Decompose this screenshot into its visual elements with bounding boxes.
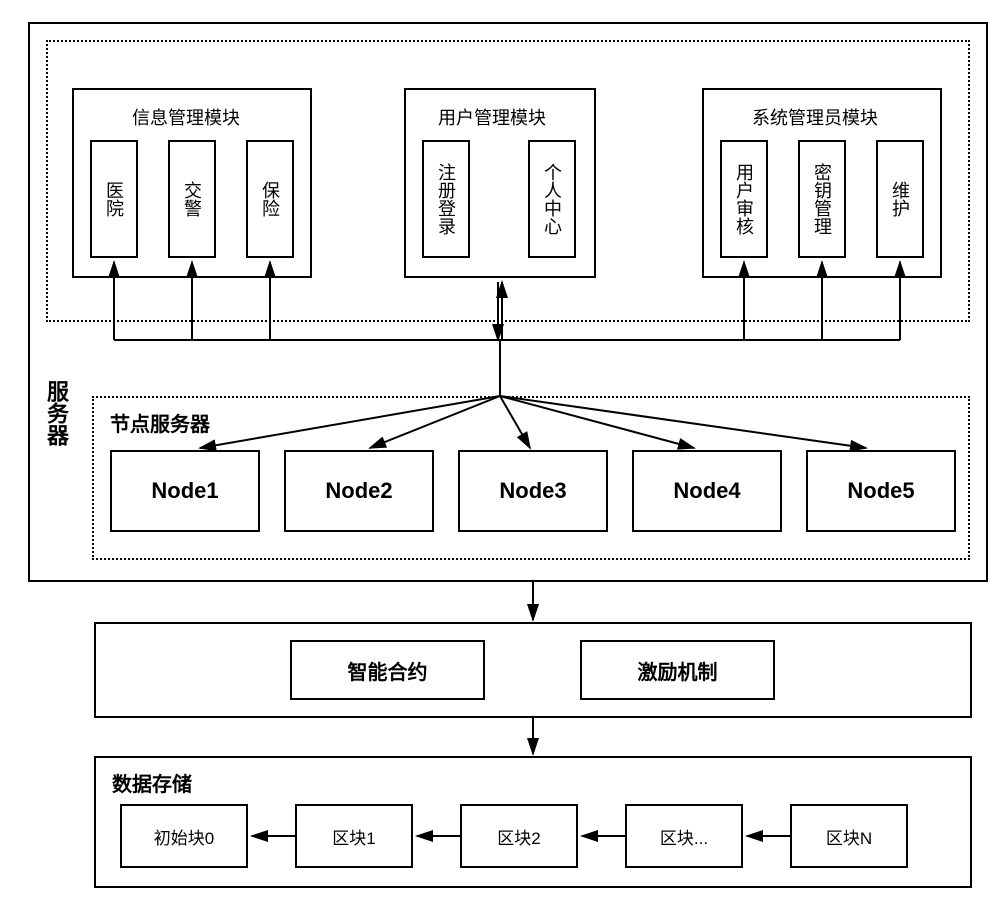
block-2-label: 区块2 xyxy=(497,824,540,849)
admin-item-1: 密钥管理 xyxy=(798,140,846,258)
block-2: 区块2 xyxy=(460,804,578,868)
node-4-label: Node5 xyxy=(847,478,914,504)
middle-right: 激励机制 xyxy=(580,640,775,700)
info-item-0: 医院 xyxy=(90,140,138,258)
node-2-label: Node3 xyxy=(499,478,566,504)
block-4: 区块N xyxy=(790,804,908,868)
data-storage-title: 数据存储 xyxy=(112,768,192,797)
block-0: 初始块0 xyxy=(120,804,248,868)
admin-item-2-label: 维护 xyxy=(887,181,913,217)
diagram-canvas: 信息管理模块 医院 交警 保险 用户管理模块 注册登录 个人中心 系统管理员模块… xyxy=(0,0,1000,906)
node-0: Node1 xyxy=(110,450,260,532)
middle-left-label: 智能合约 xyxy=(348,656,428,685)
admin-item-1-label: 密钥管理 xyxy=(809,163,835,235)
node-1: Node2 xyxy=(284,450,434,532)
node-2: Node3 xyxy=(458,450,608,532)
info-item-1: 交警 xyxy=(168,140,216,258)
node-1-label: Node2 xyxy=(325,478,392,504)
user-module-title: 用户管理模块 xyxy=(438,104,546,130)
block-3: 区块... xyxy=(625,804,743,868)
block-4-label: 区块N xyxy=(826,824,872,849)
server-vertical-label: 服务器 xyxy=(40,380,72,446)
node-3: Node4 xyxy=(632,450,782,532)
admin-module-title: 系统管理员模块 xyxy=(752,104,878,130)
block-1-label: 区块1 xyxy=(332,824,375,849)
admin-item-0: 用户审核 xyxy=(720,140,768,258)
block-1: 区块1 xyxy=(295,804,413,868)
middle-right-label: 激励机制 xyxy=(638,656,718,685)
user-item-0: 注册登录 xyxy=(422,140,470,258)
admin-item-0-label: 用户审核 xyxy=(731,163,757,235)
middle-row-box xyxy=(94,622,972,718)
block-3-label: 区块... xyxy=(660,824,708,849)
info-item-0-label: 医院 xyxy=(101,181,127,217)
user-item-1-label: 个人中心 xyxy=(539,163,565,235)
info-module-title: 信息管理模块 xyxy=(132,104,240,130)
node-0-label: Node1 xyxy=(151,478,218,504)
middle-left: 智能合约 xyxy=(290,640,485,700)
info-item-1-label: 交警 xyxy=(179,181,205,217)
user-item-1: 个人中心 xyxy=(528,140,576,258)
info-item-2: 保险 xyxy=(246,140,294,258)
user-item-0-label: 注册登录 xyxy=(433,163,459,235)
info-item-2-label: 保险 xyxy=(257,181,283,217)
node-3-label: Node4 xyxy=(673,478,740,504)
node-server-title: 节点服务器 xyxy=(110,408,210,437)
node-4: Node5 xyxy=(806,450,956,532)
block-0-label: 初始块0 xyxy=(154,824,214,849)
admin-item-2: 维护 xyxy=(876,140,924,258)
